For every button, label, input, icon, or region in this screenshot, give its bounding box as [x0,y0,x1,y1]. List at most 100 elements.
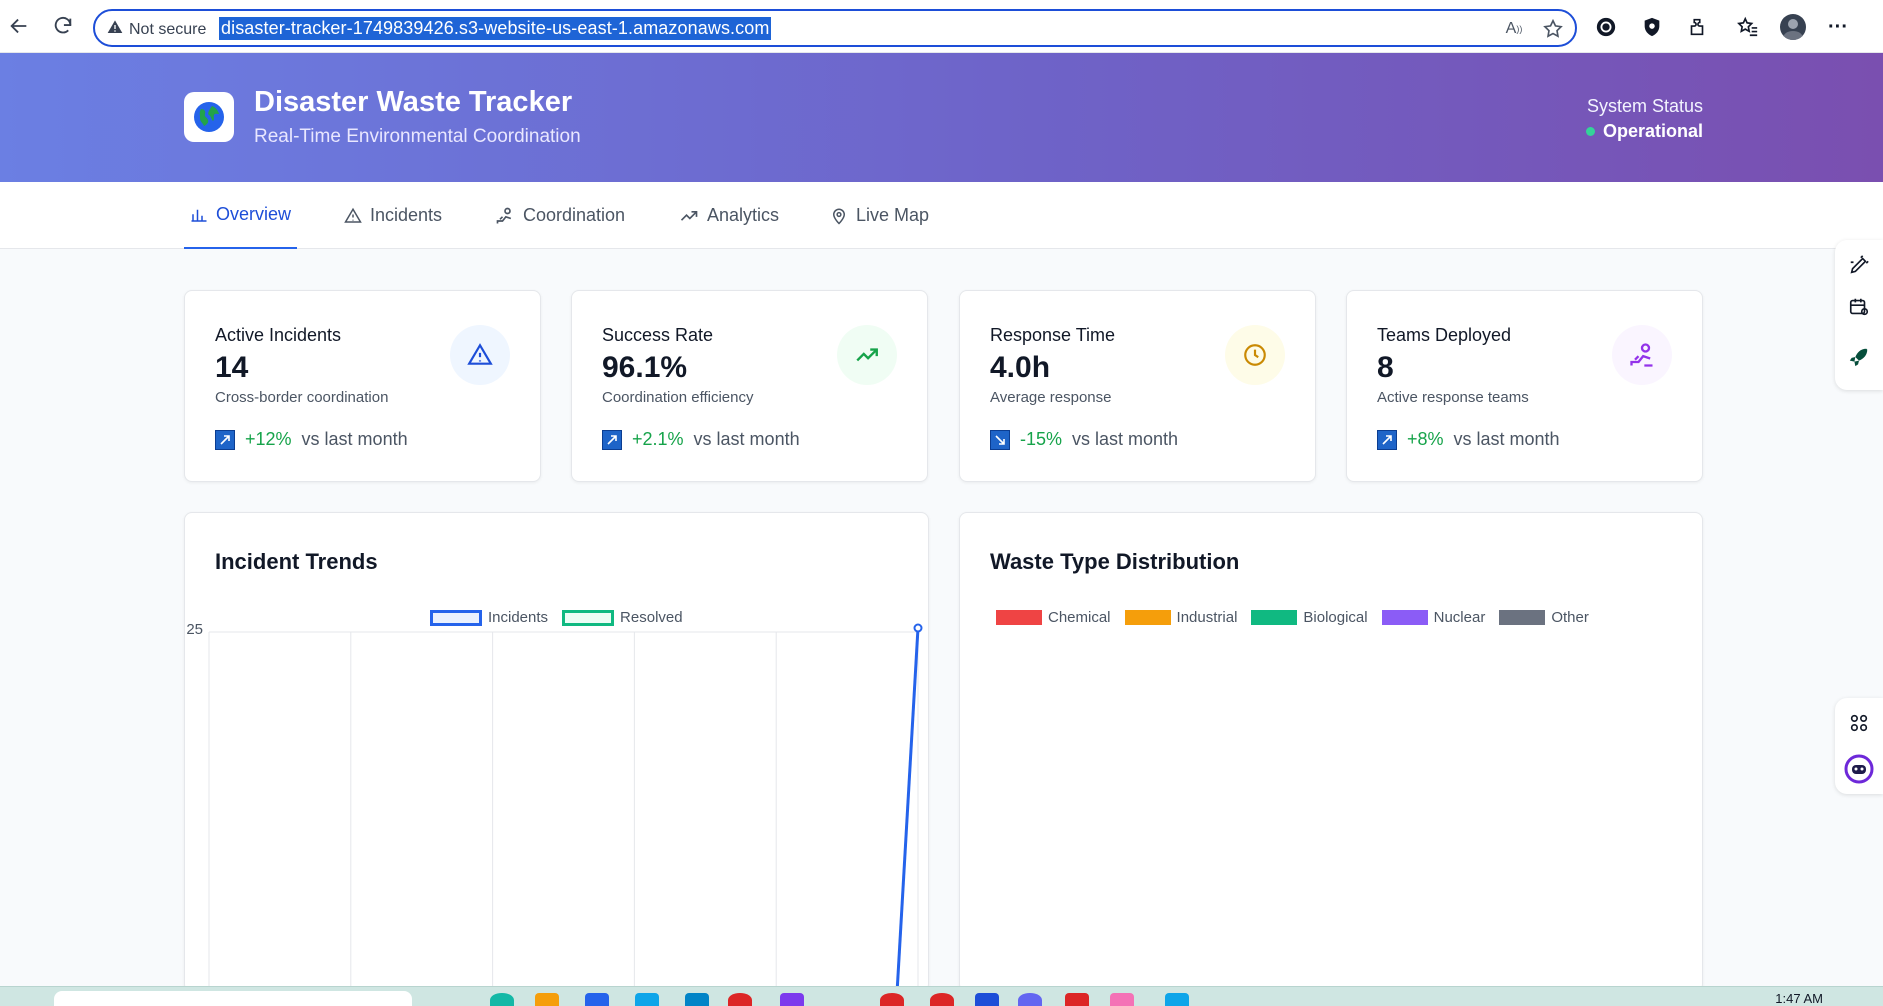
stat-desc: Cross-border coordination [215,389,389,406]
chart-legend: Incidents Resolved [430,609,691,626]
incidents-point [913,623,923,633]
legend-swatch [1381,610,1428,625]
stat-value: 96.1% [602,351,688,384]
app-subtitle: Real-Time Environmental Coordination [254,126,581,147]
taskbar-app-icon[interactable] [1165,993,1189,1006]
legend-swatch [1124,610,1171,625]
url-text[interactable]: disaster-tracker-1749839426.s3-website-u… [219,17,772,40]
taskbar-app-icon[interactable] [1018,993,1042,1006]
trend-percent: +2.1% [632,429,684,449]
taskbar-app-icon[interactable] [490,993,514,1006]
legend-item-industrial[interactable]: Industrial [1124,609,1238,626]
legend-item-chemical[interactable]: Chemical [996,609,1111,626]
trend-icon [680,210,698,221]
tab-overview[interactable]: Overview [184,182,297,249]
globe-icon [184,92,234,142]
app-title: Disaster Waste Tracker [254,86,573,118]
tab-label: Analytics [707,205,780,225]
copilot-face-icon[interactable] [1835,748,1883,790]
legend-item-resolved[interactable]: Resolved [562,609,683,626]
taskbar-app-icon[interactable] [975,993,999,1006]
legend-label: Biological [1303,609,1368,626]
taskbar-app-icon[interactable] [535,993,559,1006]
trend-up-icon [1377,429,1397,450]
shield-extension-icon[interactable] [1639,14,1665,40]
trend-suffix: vs last month [693,429,800,449]
favorite-star-icon[interactable] [1541,17,1565,41]
back-icon[interactable] [4,11,34,41]
edge-sidebar [1835,240,1883,390]
taskbar-app-icon[interactable] [1110,993,1134,1006]
team-icon [1612,325,1672,385]
address-bar[interactable]: Not secure disaster-tracker-1749839426.s… [93,9,1577,47]
legend-swatch [1499,610,1546,625]
taskbar-app-icon[interactable] [685,993,709,1006]
stat-trend: +8% vs last month [1377,429,1560,450]
taskbar-app-icon[interactable] [585,993,609,1006]
refresh-icon[interactable] [48,11,78,41]
chart-title: Incident Trends [215,549,378,574]
taskbar-clock: 1:47 AM [1775,991,1823,1006]
trending-up-icon [837,325,897,385]
trend-percent: +8% [1407,429,1444,449]
os-taskbar: 1:47 AM [0,986,1883,1006]
system-status-label: System Status [1586,96,1703,116]
tab-label: Coordination [523,205,626,225]
legend-item-other[interactable]: Other [1499,609,1589,626]
extensions-puzzle-icon[interactable] [1684,14,1710,40]
more-menu-icon[interactable]: ··· [1828,15,1848,38]
rocket-icon[interactable] [1835,336,1883,378]
taskbar-app-icon[interactable] [1065,993,1089,1006]
tab-live-map[interactable]: Live Map [830,182,929,249]
status-text: Operational [1602,121,1703,141]
stat-title: Response Time [990,325,1116,345]
profile-avatar[interactable] [1780,14,1806,40]
waste-distribution-card: Waste Type Distribution Chemical Industr… [959,512,1703,992]
legend-label: Resolved [620,609,683,626]
taskbar-app-icon[interactable] [780,993,804,1006]
trend-up-icon [215,429,235,450]
calendar-tools-icon[interactable] [1835,286,1883,328]
favorites-icon[interactable] [1735,14,1761,40]
taskbar-app-icon[interactable] [728,993,752,1006]
incident-trends-card: Incident Trends Incidents Resolved 25 [184,512,929,992]
legend-swatch [996,610,1042,625]
legend-item-biological[interactable]: Biological [1251,609,1368,626]
read-aloud-icon[interactable]: A)) [1505,20,1523,37]
legend-item-nuclear[interactable]: Nuclear [1381,609,1485,626]
tab-incidents[interactable]: Incidents [344,182,442,249]
tab-coordination[interactable]: Coordination [495,182,625,249]
stat-trend: +12% vs last month [215,429,408,450]
stat-trend: +2.1% vs last month [602,429,800,450]
stat-value: 14 [215,351,249,384]
trend-suffix: vs last month [301,429,408,449]
chart-legend: Chemical Industrial Biological Nuclear O… [996,609,1597,626]
taskbar-app-icon[interactable] [880,993,904,1006]
team-icon [496,207,512,223]
security-indicator[interactable]: Not secure [107,19,206,40]
stat-title: Teams Deployed [1377,325,1512,345]
legend-label: Industrial [1176,609,1238,626]
draw-icon[interactable] [1835,244,1883,286]
stat-card-active-incidents: Active Incidents 14 Cross-border coordin… [184,290,541,482]
stat-value: 8 [1377,351,1394,384]
taskbar-search[interactable] [54,991,412,1006]
app-header: Disaster Waste Tracker Real-Time Environ… [0,53,1883,182]
legend-item-incidents[interactable]: Incidents [430,609,548,626]
trend-suffix: vs last month [1453,429,1560,449]
browser-toolbar: Not secure disaster-tracker-1749839426.s… [0,0,1883,53]
stat-card-success-rate: Success Rate 96.1% Coordination efficien… [571,290,928,482]
tab-analytics[interactable]: Analytics [679,182,779,249]
trend-percent: -15% [1020,429,1063,449]
copilot-extension-icon[interactable] [1593,14,1619,40]
legend-label: Other [1551,609,1589,626]
legend-swatch [1251,610,1298,625]
map-pin-icon [832,208,846,225]
tab-bar: Overview Incidents Coordination Analytic… [0,182,1883,249]
legend-swatch [562,609,615,626]
legend-swatch [430,609,482,626]
taskbar-app-icon[interactable] [930,993,954,1006]
apps-grid-icon[interactable] [1835,702,1883,744]
taskbar-app-icon[interactable] [635,993,659,1006]
legend-label: Chemical [1048,609,1111,626]
